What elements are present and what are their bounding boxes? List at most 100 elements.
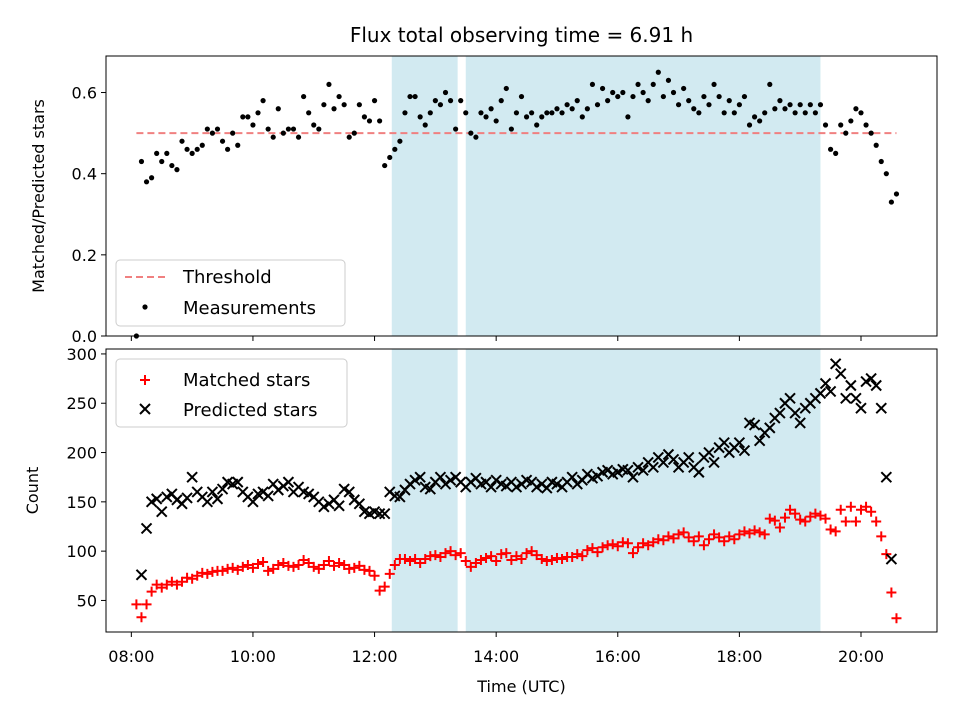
predicted-point xyxy=(819,377,832,390)
matched-point xyxy=(399,554,410,565)
y-tick-label: 0.0 xyxy=(72,327,97,346)
matched-point xyxy=(658,535,669,546)
matched-point xyxy=(470,557,481,568)
measurement-point xyxy=(503,85,509,92)
measurement-point xyxy=(219,138,226,144)
x-axis-label: Time (UTC) xyxy=(476,677,565,696)
matched-point xyxy=(202,568,213,579)
measurement-point xyxy=(483,114,489,120)
matched-point xyxy=(567,552,578,563)
measurement-point xyxy=(230,130,236,136)
predicted-point xyxy=(703,446,715,459)
measurement-point xyxy=(184,146,190,152)
matched-point xyxy=(384,568,395,579)
matched-point xyxy=(161,579,172,590)
predicted-point xyxy=(850,392,862,405)
measurement-point xyxy=(225,146,231,152)
measurement-point xyxy=(442,89,449,96)
matched-point xyxy=(247,562,258,573)
predicted-starsseries xyxy=(135,358,898,581)
matched-point xyxy=(405,556,416,567)
legend-label: Measurements xyxy=(183,298,316,319)
matched-point xyxy=(192,570,203,581)
y-tick-label: 100 xyxy=(66,542,97,561)
measurement-point xyxy=(311,122,317,128)
matched-point xyxy=(253,558,264,569)
measurement-point xyxy=(508,126,514,132)
measurement-point xyxy=(782,106,788,112)
measurement-point xyxy=(822,122,829,128)
matched-point xyxy=(136,612,147,623)
measurement-point xyxy=(427,110,433,116)
matched-point xyxy=(156,582,167,593)
measurement-point xyxy=(711,81,717,88)
measurement-point xyxy=(473,134,479,140)
measurement-point xyxy=(189,150,195,156)
matched-point xyxy=(511,551,522,562)
matched-point xyxy=(815,510,826,521)
measurement-point xyxy=(726,98,732,104)
predicted-point xyxy=(870,379,882,392)
matched-point xyxy=(830,526,841,537)
predicted-point xyxy=(485,481,497,493)
measurement-point xyxy=(584,106,590,112)
measurement-point xyxy=(615,93,621,100)
measurement-point xyxy=(691,106,697,112)
y-axis-label: Count xyxy=(23,467,42,515)
measurement-point xyxy=(138,158,145,165)
measurement-point xyxy=(402,110,408,116)
matched-point xyxy=(891,613,902,624)
matched-point xyxy=(318,559,329,570)
matched-point xyxy=(790,508,801,519)
measurement-point xyxy=(888,199,894,205)
matched-point xyxy=(825,524,836,535)
y-tick-label: 0.2 xyxy=(72,246,97,265)
matched-point xyxy=(557,554,568,565)
matched-point xyxy=(491,556,502,567)
measurement-point xyxy=(341,102,347,108)
matched-point xyxy=(668,533,679,544)
predicted-point xyxy=(657,456,670,469)
matched-point xyxy=(810,508,821,519)
predicted-point xyxy=(733,436,746,449)
measurement-point xyxy=(610,89,616,96)
measurement-point xyxy=(209,130,216,136)
measurement-point xyxy=(453,126,459,132)
measurement-point xyxy=(554,106,560,112)
legend-matched-swatch xyxy=(140,375,150,385)
predicted-point xyxy=(794,417,806,429)
predicted-point xyxy=(708,456,720,469)
matched-point xyxy=(744,528,755,539)
matched-point xyxy=(587,543,598,554)
legend-measurement-swatch xyxy=(142,304,148,310)
measurement-point xyxy=(432,98,438,104)
matched-point xyxy=(876,531,887,542)
measurement-point xyxy=(417,114,423,120)
chart-title: Flux total observing time = 6.91 h xyxy=(350,23,693,47)
measurement-point xyxy=(645,98,651,104)
predicted-point xyxy=(343,486,355,498)
predicted-point xyxy=(814,387,827,400)
measurement-point xyxy=(468,130,474,136)
matched-point xyxy=(536,554,547,565)
matched-point xyxy=(131,599,142,610)
measurement-point xyxy=(412,93,418,100)
predicted-point xyxy=(683,451,695,464)
matched-point xyxy=(354,560,365,571)
measurement-point xyxy=(366,118,373,124)
predicted-point xyxy=(247,496,259,508)
measurement-point xyxy=(336,93,342,100)
matched-point xyxy=(445,546,456,557)
measurement-point xyxy=(599,85,606,92)
matched-point xyxy=(486,551,497,562)
measurement-point xyxy=(169,162,175,169)
axes-frame xyxy=(105,55,938,337)
measurement-point xyxy=(594,102,601,108)
measurement-point xyxy=(640,89,646,96)
matched-point xyxy=(779,512,790,523)
measurement-point xyxy=(675,102,682,108)
predicted-point xyxy=(150,493,163,505)
measurement-point xyxy=(650,81,656,88)
matched-point xyxy=(481,553,492,564)
measurement-point xyxy=(833,150,839,156)
